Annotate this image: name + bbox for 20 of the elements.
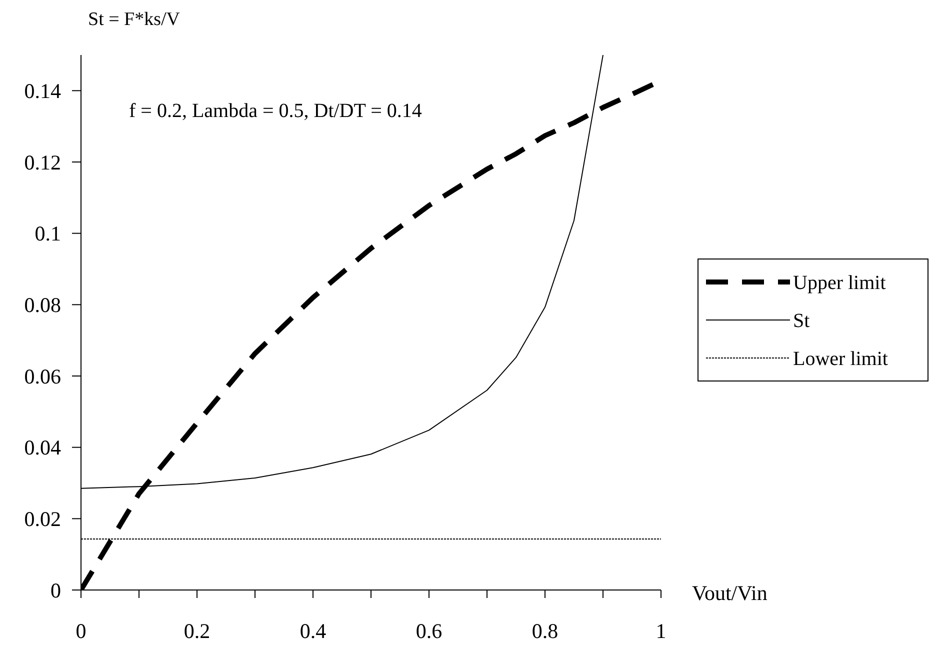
y-tick-label: 0.04 bbox=[24, 436, 62, 460]
x-tick-label: 0 bbox=[76, 619, 86, 643]
legend-label: Upper limit bbox=[793, 272, 886, 294]
annotation: f = 0.2, Lambda = 0.5, Dt/DT = 0.14 bbox=[129, 100, 422, 122]
y-tick-label: 0.12 bbox=[24, 150, 61, 174]
x-tick-label: 1 bbox=[656, 619, 666, 643]
legend-label: Lower limit bbox=[793, 348, 888, 370]
y-tick-label: 0.06 bbox=[24, 364, 61, 388]
x-axis-title: Vout/Vin bbox=[692, 581, 768, 605]
y-tick-label: 0 bbox=[50, 578, 61, 602]
x-tick-label: 0.8 bbox=[532, 619, 558, 643]
y-tick-label: 0.14 bbox=[24, 79, 62, 104]
y-axis-title: St = F*ks/V bbox=[88, 9, 180, 30]
y-tick-label: 0.08 bbox=[24, 293, 61, 318]
legend-label: St bbox=[793, 310, 810, 332]
x-tick-label: 0.6 bbox=[416, 619, 442, 643]
x-tick-label: 0.4 bbox=[300, 619, 327, 643]
y-tick-label: 0.02 bbox=[24, 507, 61, 532]
x-tick-label: 0.2 bbox=[184, 619, 210, 643]
y-tick-label: 0.1 bbox=[34, 222, 61, 246]
